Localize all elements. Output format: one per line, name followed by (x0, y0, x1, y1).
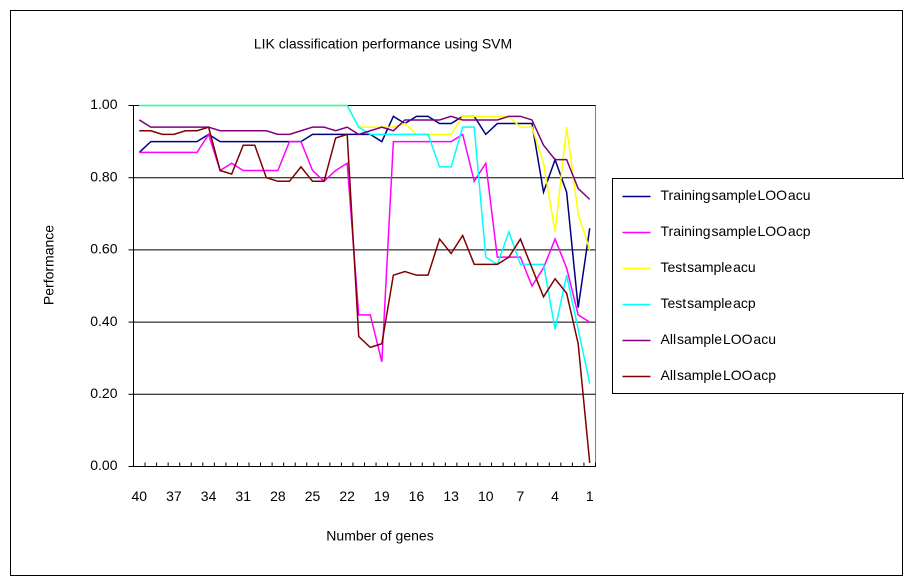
x-tick-label: 28 (270, 488, 286, 504)
x-tick-label: 25 (305, 488, 321, 504)
legend-label: Test sample acu (661, 259, 756, 275)
x-tick-label: 31 (235, 488, 251, 504)
series-line (139, 132, 591, 362)
y-tick-label: 1.00 (90, 96, 117, 112)
y-tick-label: 0.60 (90, 241, 117, 257)
x-tick-label: 16 (409, 488, 425, 504)
x-tick-label: 1 (586, 488, 594, 504)
x-axis-label: Number of genes (326, 528, 433, 544)
legend-label: Training sample LOO acp (661, 223, 811, 239)
x-tick-label: 40 (131, 488, 147, 504)
y-tick-label: 0.00 (90, 457, 117, 473)
legend-label: All sample LOO acu (661, 331, 777, 347)
y-tick-label: 0.20 (90, 385, 117, 401)
y-tick-label: 0.80 (90, 168, 117, 184)
x-tick-label: 4 (551, 488, 559, 504)
chart-title: LIK classification performance using SVM (254, 36, 512, 52)
x-tick-label: 19 (374, 488, 390, 504)
x-tick-label: 34 (201, 488, 217, 504)
x-tick-label: 37 (166, 488, 182, 504)
legend-label: Test sample acp (661, 295, 756, 311)
y-tick-label: 0.40 (90, 313, 117, 329)
series-line (138, 115, 591, 200)
x-tick-label: 13 (443, 488, 459, 504)
series-line (139, 126, 591, 463)
x-tick-label: 10 (478, 488, 494, 504)
x-tick-label: 7 (517, 488, 525, 504)
legend-label: All sample LOO acp (661, 367, 777, 383)
series-line (138, 115, 591, 308)
legend-box (612, 178, 904, 394)
x-tick-label: 22 (339, 488, 355, 504)
legend-label: Training sample LOO acu (661, 187, 811, 203)
y-axis-label: Performance (41, 225, 57, 305)
